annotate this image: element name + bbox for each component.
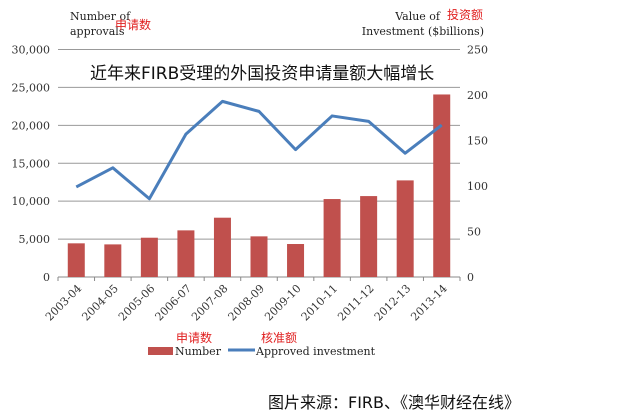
- legend-label-approved-investment-cn: 核准额: [261, 331, 297, 345]
- x-axis-tick-label: 2009-10: [262, 282, 304, 324]
- gridlines: [57, 49, 461, 281]
- bar-number: [213, 217, 231, 277]
- x-axis-tick-label: 2006-07: [153, 282, 195, 324]
- left-axis-tick-label: 0: [43, 271, 50, 284]
- bar-number: [396, 180, 414, 277]
- legend-label-number-cn: 申请数: [176, 330, 212, 345]
- bar-number: [323, 199, 341, 277]
- x-axis-tick-label: 2005-06: [116, 282, 158, 324]
- right-axis-tick-label: 150: [467, 135, 488, 148]
- x-axis-tick-label: 2003-04: [43, 282, 85, 324]
- left-axis-tick-label: 30,000: [12, 44, 51, 57]
- legend-swatch-number: [148, 347, 173, 355]
- right-axis-tick-label: 200: [467, 89, 488, 102]
- left-axis-ticks: 0 5,000 10,000 15,000 20,000 25,000 30,000: [12, 44, 51, 285]
- right-axis-tick-label: 250: [467, 44, 488, 57]
- chart-title: 近年来FIRB受理的外国投资申请量额大幅增长: [90, 64, 434, 84]
- bar-series: [67, 94, 451, 277]
- left-axis-label-cn: 申请数: [115, 17, 151, 32]
- bar-number: [250, 236, 268, 277]
- legend-label-approved-investment: Approved investment: [255, 345, 376, 358]
- bar-number: [360, 196, 378, 277]
- bar-number: [104, 244, 122, 277]
- line-series-approved-investment: [75, 99, 443, 201]
- right-axis-ticks: 0 50 100 150 200 250: [467, 44, 488, 285]
- legend-label-number: Number: [175, 345, 222, 358]
- bar-number: [67, 243, 85, 277]
- right-axis-label-1: Value of: [394, 10, 441, 23]
- left-axis-tick-label: 25,000: [12, 81, 51, 94]
- right-axis-tick-label: 0: [467, 271, 474, 284]
- right-axis-label-cn: 投资额: [447, 7, 483, 22]
- left-axis-tick-label: 15,000: [12, 157, 51, 170]
- legend: 申请数 Number 核准额 Approved investment: [148, 330, 376, 358]
- right-axis-label-2: Investment ($billions): [362, 25, 484, 38]
- right-axis-tick-label: 50: [467, 226, 481, 239]
- x-axis-tick-label: 2011-12: [335, 282, 377, 324]
- x-axis-tick-label: 2004-05: [79, 282, 121, 324]
- left-axis-label-2: approvals: [70, 25, 125, 38]
- left-axis-label-1: Number of: [70, 10, 131, 23]
- x-axis-tick-label: 2012-13: [372, 282, 414, 324]
- x-axis-tick-label: 2007-08: [189, 282, 231, 324]
- bar-number: [433, 94, 451, 277]
- x-axis-tick-label: 2010-11: [299, 282, 341, 324]
- x-axis-tick-label: 2008-09: [226, 282, 268, 324]
- bar-number: [177, 230, 195, 277]
- x-axis-ticks: 2003-042004-052005-062006-072007-082008-…: [43, 282, 450, 324]
- bar-number: [287, 244, 305, 277]
- left-axis-tick-label: 5,000: [19, 233, 51, 246]
- bar-number: [140, 237, 158, 277]
- left-axis-tick-label: 10,000: [12, 195, 51, 208]
- source-caption: 图片来源：FIRB、《澳华财经在线》: [268, 393, 520, 412]
- right-axis-tick-label: 100: [467, 180, 488, 193]
- x-axis-tick-label: 2013-14: [408, 282, 450, 324]
- left-axis-tick-label: 20,000: [12, 119, 51, 132]
